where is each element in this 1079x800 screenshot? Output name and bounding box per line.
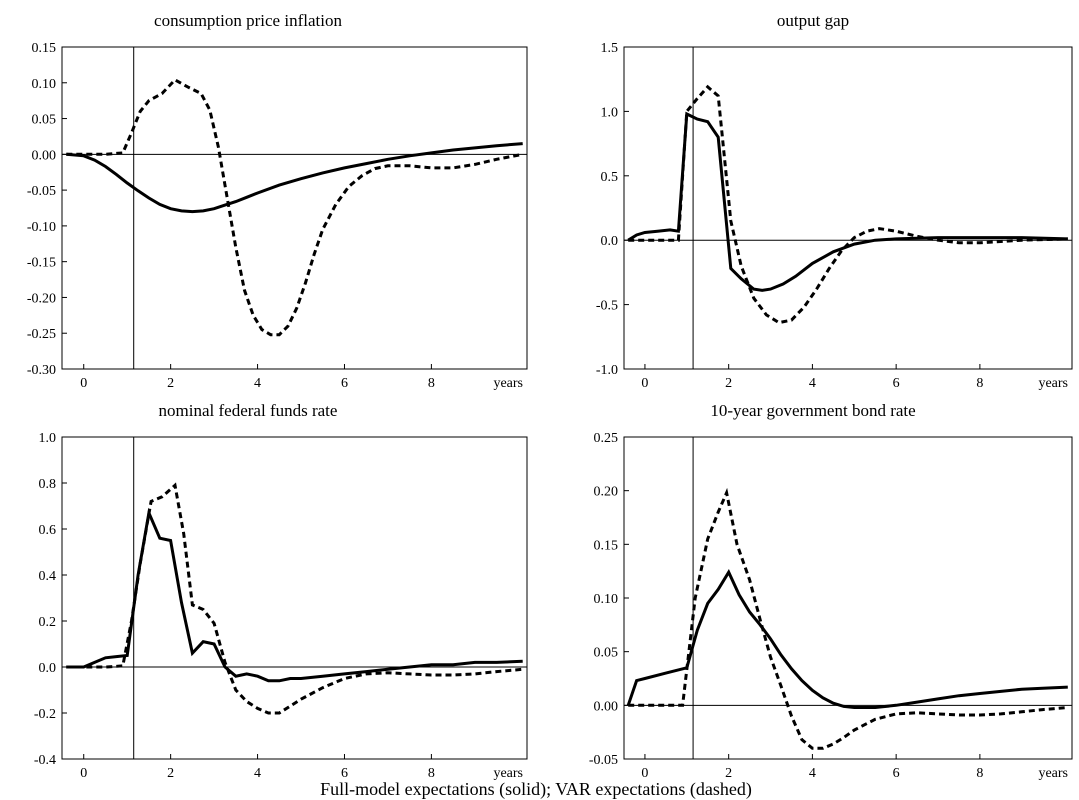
x-axis-label: years [493, 766, 523, 781]
panel-title: output gap [777, 11, 849, 30]
panel-nominal-federal-funds-rate: nominal federal funds rate -0.4 -0.2 0.0 0.… [34, 401, 528, 781]
plot-frame [623, 46, 1073, 370]
x-tick-label: 2 [167, 376, 174, 391]
plot-frame [61, 46, 528, 370]
x-tick-label: 4 [809, 376, 816, 391]
panel-title: 10-year government bond rate [710, 401, 915, 420]
series-line-solid [66, 507, 523, 683]
x-tick-label: 2 [725, 766, 732, 781]
y-tick-label: 0.15 [32, 41, 57, 56]
panel-title: nominal federal funds rate [159, 401, 338, 420]
plot-frame [623, 436, 1073, 760]
x-tick-label: 8 [428, 766, 435, 781]
x-tick-label: 2 [167, 766, 174, 781]
series-line-dashed [66, 78, 523, 337]
y-tick-label: -0.4 [34, 753, 56, 768]
y-tick-label: 0.5 [601, 170, 619, 185]
x-tick-label: 6 [893, 766, 900, 781]
x-tick-label: 0 [641, 766, 648, 781]
plot-frame [61, 436, 528, 760]
x-tick-label: 6 [893, 376, 900, 391]
y-tick-label: 0.0 [39, 661, 57, 676]
y-tick-label: -0.20 [27, 291, 56, 306]
y-tick-label: -1.0 [596, 363, 618, 378]
y-tick-label: 0.2 [39, 615, 57, 630]
x-tick-label: 4 [254, 376, 261, 391]
series-line-dashed [628, 487, 1068, 750]
y-tick-label: 0.05 [594, 646, 619, 661]
series-line-solid [627, 111, 1068, 292]
y-tick-label: -0.5 [596, 299, 618, 314]
x-tick-label: 6 [341, 766, 348, 781]
y-tick-label: 0.10 [594, 592, 619, 607]
x-tick-label: 0 [80, 766, 87, 781]
y-tick-label: 0.10 [32, 77, 57, 92]
y-tick-label: 0.4 [39, 569, 57, 584]
x-axis-label: years [493, 376, 523, 391]
panel-title: consumption price inflation [154, 11, 342, 30]
panel-consumption-price-inflation: consumption price inflation -0.30 -0.25 -0… [27, 11, 528, 391]
y-tick-label: 0.6 [39, 523, 57, 538]
panel-output-gap: output gap -1.0 -0.5 0.0 0.5 1.0 1.5 0 2 4 6 8 year… [596, 11, 1073, 391]
x-tick-label: 4 [809, 766, 816, 781]
series-line-dashed [66, 482, 523, 715]
y-tick-label: -0.10 [27, 220, 56, 235]
x-axis-label: years [1038, 376, 1068, 391]
y-tick-label: 0.15 [594, 538, 619, 553]
x-tick-label: 6 [341, 376, 348, 391]
x-axis-label: years [1038, 766, 1068, 781]
y-tick-label: -0.15 [27, 256, 56, 271]
y-tick-label: -0.05 [589, 753, 618, 768]
y-tick-label: 0.8 [39, 477, 57, 492]
x-tick-label: 8 [428, 376, 435, 391]
panel-10-year-government-bond-rate: 10-year government bond rate -0.05 0.00 0.… [589, 401, 1073, 781]
figure-caption: Full-model expectations (solid); VAR exp… [320, 779, 752, 800]
y-tick-label: -0.30 [27, 363, 56, 378]
x-tick-label: 2 [725, 376, 732, 391]
y-tick-label: -0.25 [27, 327, 56, 342]
y-tick-label: -0.2 [34, 707, 56, 722]
y-tick-label: 0.00 [594, 699, 619, 714]
y-tick-label: -0.05 [27, 184, 56, 199]
series-line-solid [626, 569, 1068, 709]
y-tick-label: 0.25 [594, 431, 619, 446]
series-line-dashed [628, 84, 1068, 325]
y-tick-label: 0.0 [601, 234, 619, 249]
x-tick-label: 0 [80, 376, 87, 391]
x-tick-label: 8 [976, 376, 983, 391]
series-line-solid [66, 142, 523, 214]
x-tick-label: 8 [976, 766, 983, 781]
y-tick-label: 1.0 [39, 431, 57, 446]
x-tick-label: 4 [254, 766, 261, 781]
y-tick-label: 1.5 [601, 41, 619, 56]
x-tick-label: 0 [641, 376, 648, 391]
y-tick-label: 0.05 [32, 113, 57, 128]
y-tick-label: 0.00 [32, 148, 57, 163]
y-tick-label: 0.20 [594, 485, 619, 500]
y-tick-label: 1.0 [601, 105, 619, 120]
